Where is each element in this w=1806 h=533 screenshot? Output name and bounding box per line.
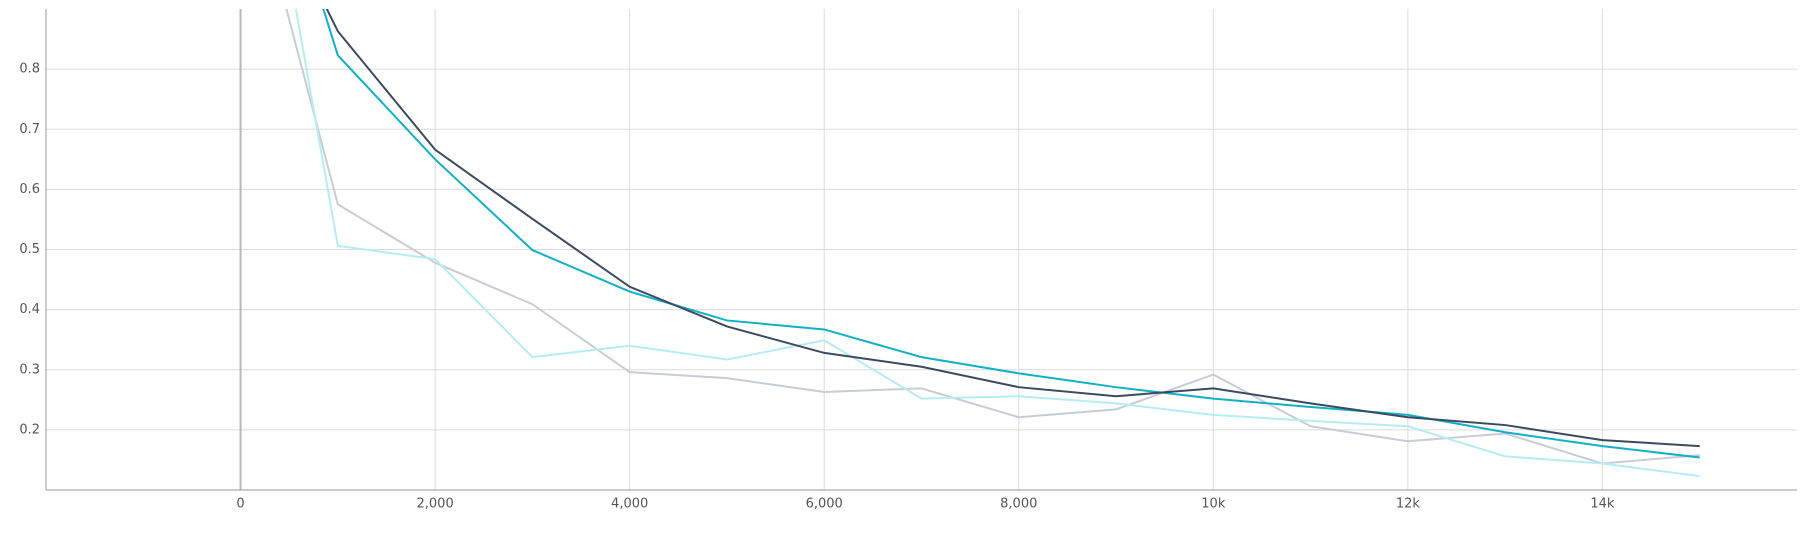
x-tick-label: 14k <box>1590 497 1615 512</box>
y-tick-label: 0.6 <box>19 182 40 197</box>
x-tick-label: 12k <box>1396 497 1421 512</box>
x-tick-label: 8,000 <box>1000 497 1037 512</box>
x-tick-label: 4,000 <box>611 497 648 512</box>
series-line <box>285 9 1700 465</box>
series-line <box>294 9 1700 478</box>
y-tick-label: 0.4 <box>19 302 40 317</box>
x-tick-label: 0 <box>236 497 244 512</box>
x-tick-label: 2,000 <box>417 497 454 512</box>
series-line <box>325 9 1700 448</box>
y-tick-label: 0.8 <box>19 62 40 77</box>
x-tick-label: 6,000 <box>806 497 843 512</box>
plot-area <box>285 9 1700 478</box>
y-tick-label: 0.3 <box>19 362 40 377</box>
x-tick-label: 10k <box>1201 497 1226 512</box>
y-tick-label: 0.2 <box>19 422 40 437</box>
y-tick-label: 0.7 <box>19 122 40 137</box>
y-tick-label: 0.5 <box>19 242 40 257</box>
series-line <box>322 9 1700 459</box>
